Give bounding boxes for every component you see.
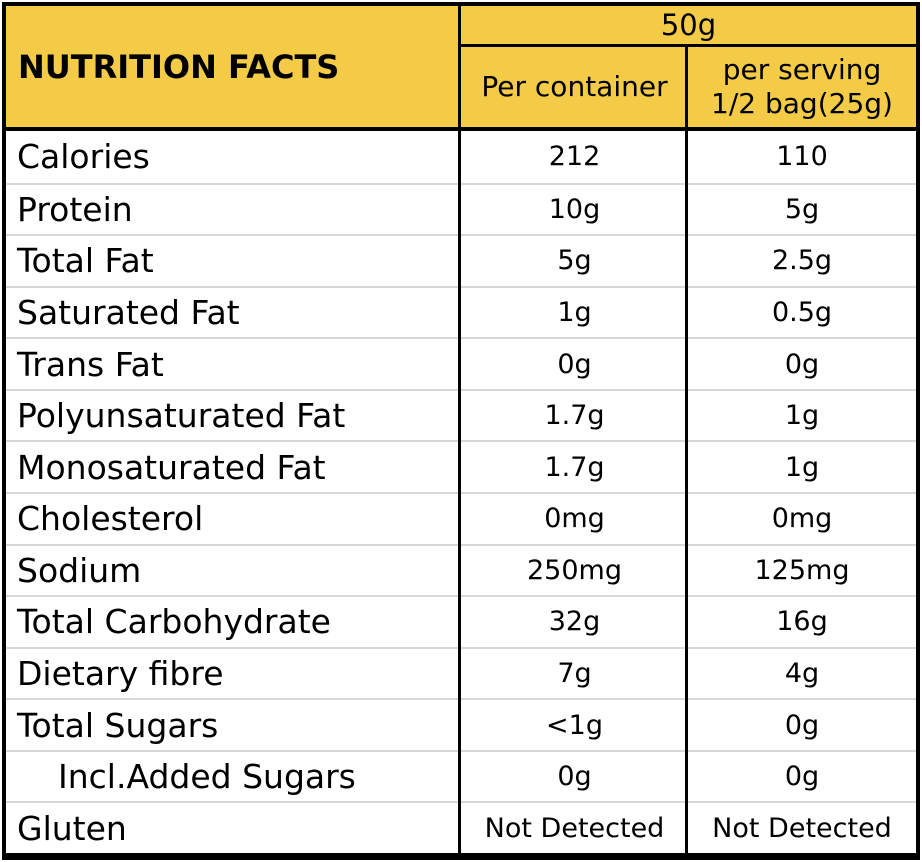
per-container-value: 250mg [527, 554, 622, 586]
per-serving-value: 1g [784, 451, 820, 483]
nutrient-label: Protein [17, 189, 133, 229]
per-serving-value: 110 [776, 141, 828, 173]
per-container-value: 212 [548, 141, 601, 173]
per-serving-value: Not Detected [712, 812, 892, 844]
table-row: Trans Fat 0g 0g [6, 337, 916, 389]
per-serving-value: 0mg [771, 503, 833, 535]
vertical-grid-line-right [685, 44, 688, 853]
nutrient-label: Saturated Fat [17, 292, 240, 332]
nutrient-label: Monosaturated Fat [17, 447, 326, 487]
table-header: NUTRITION FACTS 50g Per container per se… [6, 6, 916, 131]
nutrient-label: Cholesterol [17, 499, 204, 539]
table-row: Gluten Not Detected Not Detected [6, 801, 916, 853]
per-container-value: 32g [548, 606, 601, 638]
table-row: Polyunsaturated Fat 1.7g 1g [6, 388, 916, 441]
per-container-label: Per container [481, 70, 668, 104]
table-row: Sodium 250mg 125mg [6, 543, 916, 596]
per-serving-value: 16g [776, 606, 828, 638]
table-row: Total Sugars <1g 0g [6, 698, 916, 750]
per-serving-value: 0g [784, 709, 820, 741]
per-container-value: 0mg [544, 503, 605, 535]
per-serving-value: 1g [784, 400, 820, 432]
per-container-value: 10g [548, 193, 601, 225]
total-weight-header: 50g [461, 6, 916, 47]
per-container-value: 1.7g [544, 400, 605, 432]
table-row: Saturated Fat 1g 0.5g [6, 285, 916, 338]
per-container-value: 5g [557, 245, 592, 277]
table-row: Monosaturated Fat 1.7g 1g [6, 440, 916, 492]
per-container-value: 1.7g [544, 451, 605, 483]
nutrient-label: Total Fat [17, 241, 154, 281]
nutrient-label: Total Carbohydrate [17, 602, 331, 642]
per-serving-value: 0g [784, 761, 820, 793]
per-serving-value: 0g [784, 348, 820, 380]
per-serving-value: 2.5g [771, 245, 833, 277]
per-container-value: <1g [546, 709, 603, 741]
table-row: Cholesterol 0mg 0mg [6, 492, 916, 544]
nutrient-label: Total Sugars [17, 705, 219, 745]
nutrient-label: Polyunsaturated Fat [17, 396, 346, 436]
table-row: Calories 212 110 [6, 131, 916, 183]
header-right-section: 50g Per container per serving 1/2 bag(25… [461, 6, 916, 127]
nutrient-label: Sodium [17, 550, 142, 590]
nutrient-label: Trans Fat [17, 344, 164, 384]
table-row: Incl.Added Sugars 0g 0g [6, 749, 916, 802]
nutrient-label: Gluten [17, 808, 127, 848]
column-header-per-serving: per serving 1/2 bag(25g) [688, 47, 916, 127]
per-serving-value: 125mg [754, 554, 850, 586]
per-container-value: 1g [557, 296, 592, 328]
per-container-value: 7g [557, 657, 592, 689]
table-row: Dietary fibre 7g 4g [6, 646, 916, 699]
table-title: NUTRITION FACTS [18, 47, 340, 86]
nutrient-label: Calories [17, 137, 150, 177]
per-serving-value: 5g [784, 193, 820, 225]
table-row: Total Carbohydrate 32g 16g [6, 595, 916, 647]
per-serving-label-line1: per serving [722, 53, 882, 87]
table-row: Total Fat 5g 2.5g [6, 234, 916, 286]
per-container-value: 0g [557, 348, 592, 380]
nutrient-label: Incl.Added Sugars [58, 757, 356, 797]
vertical-grid-line-left [458, 6, 461, 853]
table-body: Calories 212 110 Protein 10g 5g Total Fa… [6, 131, 916, 853]
nutrient-label: Dietary fibre [17, 653, 224, 693]
column-headers: Per container per serving 1/2 bag(25g) [461, 47, 916, 127]
column-header-per-container: Per container [461, 47, 688, 127]
per-serving-value: 0.5g [771, 296, 833, 328]
per-serving-value: 4g [784, 657, 820, 689]
per-container-value: Not Detected [484, 812, 665, 844]
per-container-value: 0g [557, 761, 592, 793]
per-serving-label-line2: 1/2 bag(25g) [711, 87, 893, 120]
table-row: Protein 10g 5g [6, 182, 916, 235]
